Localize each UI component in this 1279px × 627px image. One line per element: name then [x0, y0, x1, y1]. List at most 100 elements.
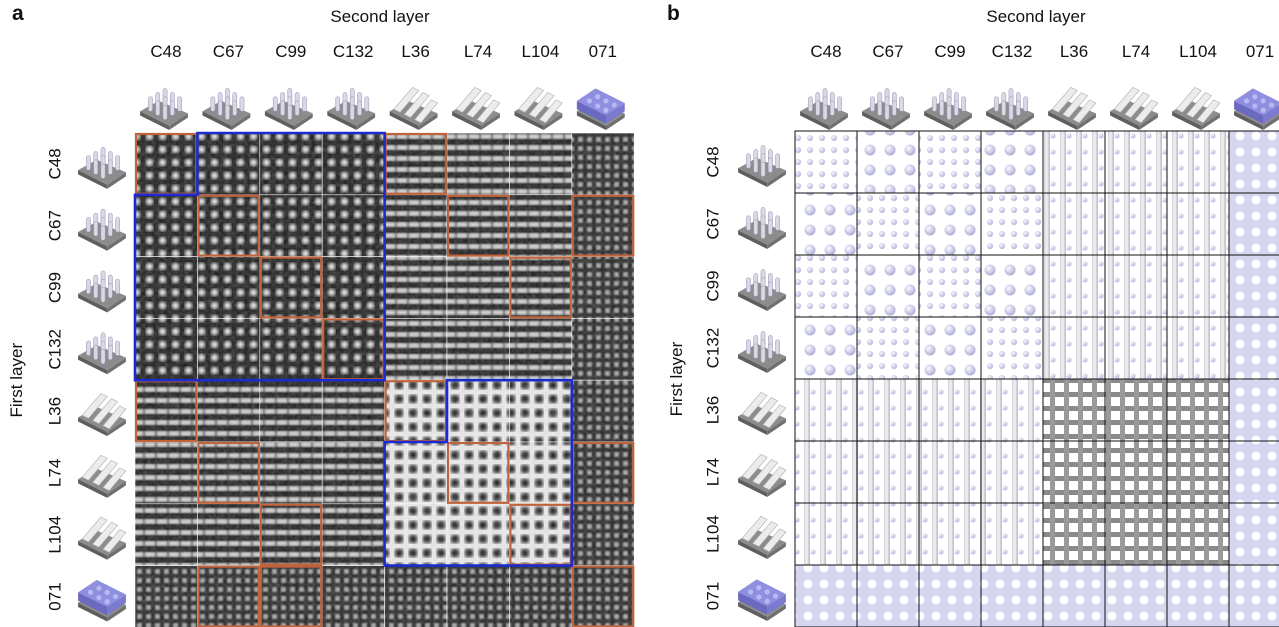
- cell-texture: [322, 504, 384, 566]
- pattern-cell: [1043, 503, 1105, 565]
- cell-texture: [135, 566, 197, 627]
- cell-texture: [322, 195, 384, 257]
- cell-texture: [385, 504, 447, 566]
- cell-texture: [447, 257, 509, 319]
- column-icon: [327, 88, 375, 130]
- row-icon: [738, 516, 786, 559]
- pattern-cell: [981, 503, 1043, 565]
- pattern-cell: [1167, 317, 1229, 379]
- column-icon: [452, 87, 500, 130]
- row-label: 071: [45, 582, 64, 610]
- row-icon: [78, 580, 126, 622]
- column-label: C67: [872, 42, 903, 61]
- row-icon: [738, 331, 786, 373]
- pattern-cell: [1105, 503, 1167, 565]
- cell-texture: [447, 133, 509, 195]
- pattern-cell: [1043, 131, 1105, 193]
- figure: aSecond layerFirst layerC48C67C99C132L36…: [0, 0, 1279, 627]
- row-label: C132: [703, 328, 722, 369]
- pattern-cell: [795, 379, 857, 441]
- column-icon: [986, 88, 1034, 130]
- pattern-cell: [1105, 255, 1167, 317]
- row-label: C48: [45, 148, 64, 179]
- pattern-cell: [795, 441, 857, 503]
- pattern-cell: [1229, 317, 1279, 379]
- row-icon: [78, 517, 126, 560]
- cell-texture: [447, 504, 509, 566]
- cell-texture: [135, 195, 197, 257]
- cell-texture: [197, 442, 259, 504]
- cell-texture: [509, 133, 571, 195]
- pattern-cell: [1043, 379, 1105, 441]
- pattern-cell: [981, 317, 1043, 379]
- row-label: C48: [703, 146, 722, 177]
- pattern-cell: [1167, 441, 1229, 503]
- row-icon: [738, 145, 786, 187]
- pattern-cell: [919, 193, 981, 255]
- cell-texture: [572, 318, 634, 380]
- cell-texture: [322, 133, 384, 195]
- pattern-cell: [919, 565, 981, 627]
- column-header: Second layer: [330, 7, 430, 26]
- row-icon: [78, 333, 126, 375]
- row-label: C99: [703, 270, 722, 301]
- pattern-cell: [1105, 379, 1167, 441]
- cell-texture: [509, 380, 571, 442]
- pattern-cell: [919, 379, 981, 441]
- pattern-cell: [795, 255, 857, 317]
- pattern-cell: [1043, 441, 1105, 503]
- column-icon: [514, 87, 562, 130]
- cell-texture: [197, 504, 259, 566]
- row-icon: [738, 269, 786, 311]
- cell-texture: [385, 257, 447, 319]
- cell-texture: [572, 257, 634, 319]
- pattern-cell: [857, 441, 919, 503]
- column-icon: [1110, 87, 1158, 130]
- column-label: C48: [810, 42, 841, 61]
- column-label: C99: [275, 42, 306, 61]
- row-label: L36: [703, 396, 722, 424]
- column-label: L36: [401, 42, 429, 61]
- pattern-cell: [1167, 565, 1229, 627]
- pattern-cell: [919, 131, 981, 193]
- pattern-cell: [1229, 255, 1279, 317]
- pattern-cell: [1105, 131, 1167, 193]
- row-label: C132: [45, 329, 64, 370]
- pattern-cell: [981, 565, 1043, 627]
- column-label: C132: [333, 42, 374, 61]
- cell-texture: [385, 380, 447, 442]
- pattern-cell: [919, 441, 981, 503]
- pattern-cell: [1167, 131, 1229, 193]
- panel: bSecond layerFirst layerC48C67C99C132L36…: [667, 2, 1279, 627]
- pattern-cell: [981, 131, 1043, 193]
- column-label: 071: [1246, 42, 1274, 61]
- cell-texture: [572, 133, 634, 195]
- pattern-cell: [795, 565, 857, 627]
- row-icon: [78, 147, 126, 189]
- column-label: C132: [992, 42, 1033, 61]
- row-icon: [738, 579, 786, 621]
- cell-texture: [509, 442, 571, 504]
- cell-texture: [385, 133, 447, 195]
- pattern-cell: [981, 379, 1043, 441]
- cell-texture: [197, 318, 259, 380]
- cell-texture: [260, 566, 322, 627]
- cell-texture: [572, 442, 634, 504]
- cell-texture: [260, 504, 322, 566]
- cell-texture: [260, 133, 322, 195]
- cell-texture: [197, 566, 259, 627]
- row-label: C99: [45, 272, 64, 303]
- pattern-cell: [857, 317, 919, 379]
- column-label: C67: [213, 42, 244, 61]
- column-icon: [140, 88, 188, 130]
- cell-texture: [260, 257, 322, 319]
- cell-texture: [135, 380, 197, 442]
- cell-texture: [572, 566, 634, 627]
- pattern-cell: [1105, 317, 1167, 379]
- column-icon: [1172, 87, 1220, 130]
- cell-texture: [197, 257, 259, 319]
- pattern-cell: [1167, 379, 1229, 441]
- column-icon: [202, 88, 250, 130]
- column-label: L74: [464, 42, 492, 61]
